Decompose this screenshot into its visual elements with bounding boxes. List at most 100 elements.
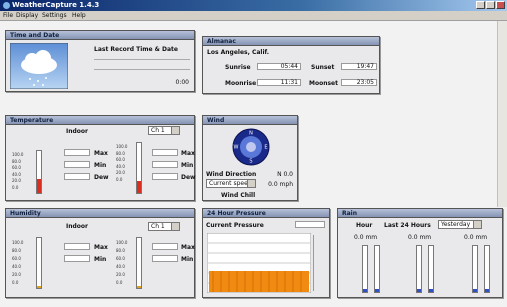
value-field — [295, 221, 325, 228]
compass: N E S W — [231, 127, 271, 167]
maximize-button[interactable] — [486, 1, 495, 9]
field-label: Max — [94, 244, 108, 251]
panel-header: Humidity — [6, 209, 194, 218]
value-field — [64, 255, 90, 262]
dropdown-arrow[interactable] — [473, 221, 481, 228]
column-label: Hour — [356, 222, 372, 229]
value-field — [152, 243, 178, 250]
scale-label: 40.0 — [12, 263, 23, 271]
channel-select[interactable]: Ch 1 — [148, 222, 180, 231]
panel-header: Time and Date — [6, 31, 194, 40]
scale-label: 60.0 — [12, 255, 23, 263]
speed-value: 0.0 mph — [268, 181, 293, 188]
value-field — [152, 149, 178, 156]
value-field — [64, 173, 90, 180]
menu-item[interactable]: File — [3, 12, 13, 19]
separator — [94, 69, 190, 70]
dropdown-arrow[interactable] — [247, 180, 255, 187]
rain-value: 0.0 mm — [408, 234, 431, 241]
column-label: Indoor — [66, 128, 88, 135]
panel-header: Temperature — [6, 116, 194, 125]
rain-gauge — [428, 245, 434, 293]
minimize-button[interactable] — [476, 1, 485, 9]
value-field — [152, 173, 178, 180]
menu-item[interactable]: Help — [72, 12, 86, 19]
panel-title: Temperature — [10, 117, 53, 124]
time-date-panel: Time and Date Last Record Time & Date 0:… — [5, 30, 195, 92]
window-title: WeatherCapture 1.4.3 — [12, 1, 99, 9]
field-label: Moonrise — [225, 80, 256, 87]
humidity-gauge — [36, 237, 42, 289]
scale-label: 20.0 — [116, 271, 127, 279]
app-icon — [2, 1, 11, 10]
select-text: Current speed — [209, 180, 252, 187]
channel-select[interactable]: Ch 1 — [148, 126, 180, 135]
gauge-fill — [473, 289, 477, 292]
field-label: Wind Direction — [206, 171, 256, 178]
panel-header: Wind — [203, 116, 297, 125]
panel-title: 24 Hour Pressure — [207, 210, 266, 217]
scale: 100.080.060.040.020.00.0 — [12, 152, 23, 191]
humidity-gauge — [136, 237, 142, 289]
thermometer-fill — [37, 179, 41, 193]
dropdown-arrow[interactable] — [171, 127, 179, 134]
scale-label: 100.0 — [12, 152, 23, 159]
dropdown-arrow[interactable] — [171, 223, 179, 230]
close-button[interactable] — [496, 1, 505, 9]
speed-select[interactable]: Current speed — [206, 179, 256, 188]
weather-icon — [10, 43, 68, 89]
scale-label: 40.0 — [116, 263, 127, 271]
menu-item[interactable]: Settings — [42, 12, 67, 19]
rain-value: 0.0 mm — [354, 234, 377, 241]
scale-label: 100.0 — [116, 239, 127, 247]
scale-label: 100.0 — [12, 239, 23, 247]
field-label: Min — [94, 256, 106, 263]
panel-title: Humidity — [10, 210, 41, 217]
field-label: Sunset — [311, 64, 334, 71]
thermometer-fill — [137, 181, 141, 193]
rain-gauge — [484, 245, 490, 293]
rain-gauge — [374, 245, 380, 293]
field-label: Dew — [181, 174, 196, 181]
pressure-panel: 24 Hour Pressure Current Pressure — [202, 208, 330, 298]
gauge-fill — [137, 286, 141, 288]
wind-panel: Wind N E S W Wind Direction N 0.0 Curren… — [202, 115, 298, 201]
value-field — [64, 243, 90, 250]
compass-label: E — [264, 145, 267, 151]
sunset-field: 19:47 — [341, 63, 377, 70]
scale-label: 80.0 — [12, 247, 23, 255]
thermometer — [136, 142, 142, 194]
gauge-fill — [363, 289, 367, 292]
sunrise-field: 05:44 — [257, 63, 301, 70]
menu-bar: File Display Settings Help — [0, 11, 507, 21]
rain-panel: Rain Hour Last 24 Hours Yesterday 0.0 mm… — [337, 208, 503, 298]
rain-gauge — [416, 245, 422, 293]
field-label: Min — [94, 162, 106, 169]
scale: 100.080.060.040.020.00.0 — [12, 239, 23, 287]
gauge-fill — [375, 289, 379, 292]
gauge-fill — [417, 289, 421, 292]
gauge-fill — [429, 289, 433, 292]
rain-value: 0.0 mm — [464, 234, 487, 241]
pressure-chart — [207, 233, 311, 293]
panel-header: Rain — [338, 209, 502, 218]
compass-label: S — [249, 159, 252, 165]
scrollbar[interactable] — [497, 21, 507, 207]
column-label: Last 24 Hours — [384, 222, 431, 229]
menu-item[interactable]: Display — [16, 12, 38, 19]
value-field — [64, 149, 90, 156]
period-select[interactable]: Yesterday — [438, 220, 482, 229]
field-label: Current Pressure — [206, 222, 264, 229]
field-label: Min — [181, 162, 193, 169]
value-field — [152, 161, 178, 168]
direction-value: N 0.0 — [277, 171, 293, 178]
separator — [94, 59, 190, 60]
title-bar: WeatherCapture 1.4.3 — [0, 0, 507, 11]
location: Los Angeles, Calif. — [207, 49, 269, 56]
field-label: Min — [181, 256, 193, 263]
field-label: Max — [181, 244, 195, 251]
panel-header: Almanac — [203, 37, 379, 46]
